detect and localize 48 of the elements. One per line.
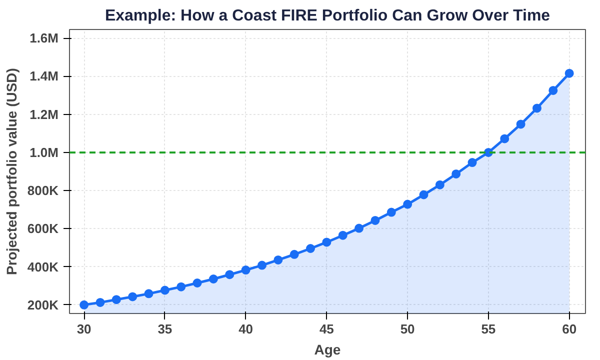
- point: [500, 134, 510, 144]
- point: [419, 190, 428, 200]
- point: [403, 200, 412, 209]
- point: [338, 230, 348, 240]
- y-tick-label: 1.2M: [30, 106, 59, 122]
- x-tick-label: 30: [76, 322, 92, 336]
- x-tick-label: 45: [319, 322, 334, 336]
- y-tick-label: 1.4M: [30, 68, 59, 84]
- x-tick-label: 60: [562, 322, 577, 336]
- point: [144, 289, 154, 298]
- point: [516, 120, 526, 129]
- x-tick-label: 35: [158, 322, 172, 336]
- point: [208, 274, 218, 284]
- point: [225, 270, 234, 280]
- point: [322, 238, 332, 247]
- point: [257, 260, 266, 270]
- y-tick-label: 1.6M: [30, 30, 59, 46]
- chart-title: Example: How a Coast FIRE Portfolio Can Grow Over Time: [104, 8, 550, 24]
- x-axis-title: Age: [314, 342, 341, 358]
- point: [354, 224, 364, 233]
- y-tick-label: 1.0M: [30, 144, 59, 160]
- point: [435, 180, 444, 190]
- y-tick-label: 200K: [27, 297, 60, 312]
- point: [274, 255, 283, 264]
- point: [192, 278, 202, 288]
- point: [468, 158, 477, 168]
- point: [241, 266, 250, 275]
- point: [370, 216, 380, 225]
- point: [290, 250, 299, 259]
- x-tick-label: 40: [238, 322, 254, 336]
- y-tick-label: 600K: [27, 221, 60, 236]
- point: [160, 286, 170, 295]
- point: [128, 292, 138, 302]
- x-tick-label: 50: [400, 322, 415, 336]
- point: [176, 282, 186, 292]
- y-tick-label: 800K: [27, 183, 60, 198]
- y-tick-label: 400K: [27, 259, 60, 274]
- x-tick-label: 55: [481, 322, 496, 336]
- y-axis-title: Projected portfolio value (USD): [3, 68, 20, 275]
- point: [452, 169, 461, 178]
- point: [306, 244, 316, 253]
- point: [532, 104, 542, 113]
- point: [564, 68, 574, 78]
- point: [112, 295, 121, 304]
- point: [548, 86, 558, 95]
- point: [386, 208, 396, 217]
- point: [96, 298, 105, 307]
- point: [80, 300, 89, 310]
